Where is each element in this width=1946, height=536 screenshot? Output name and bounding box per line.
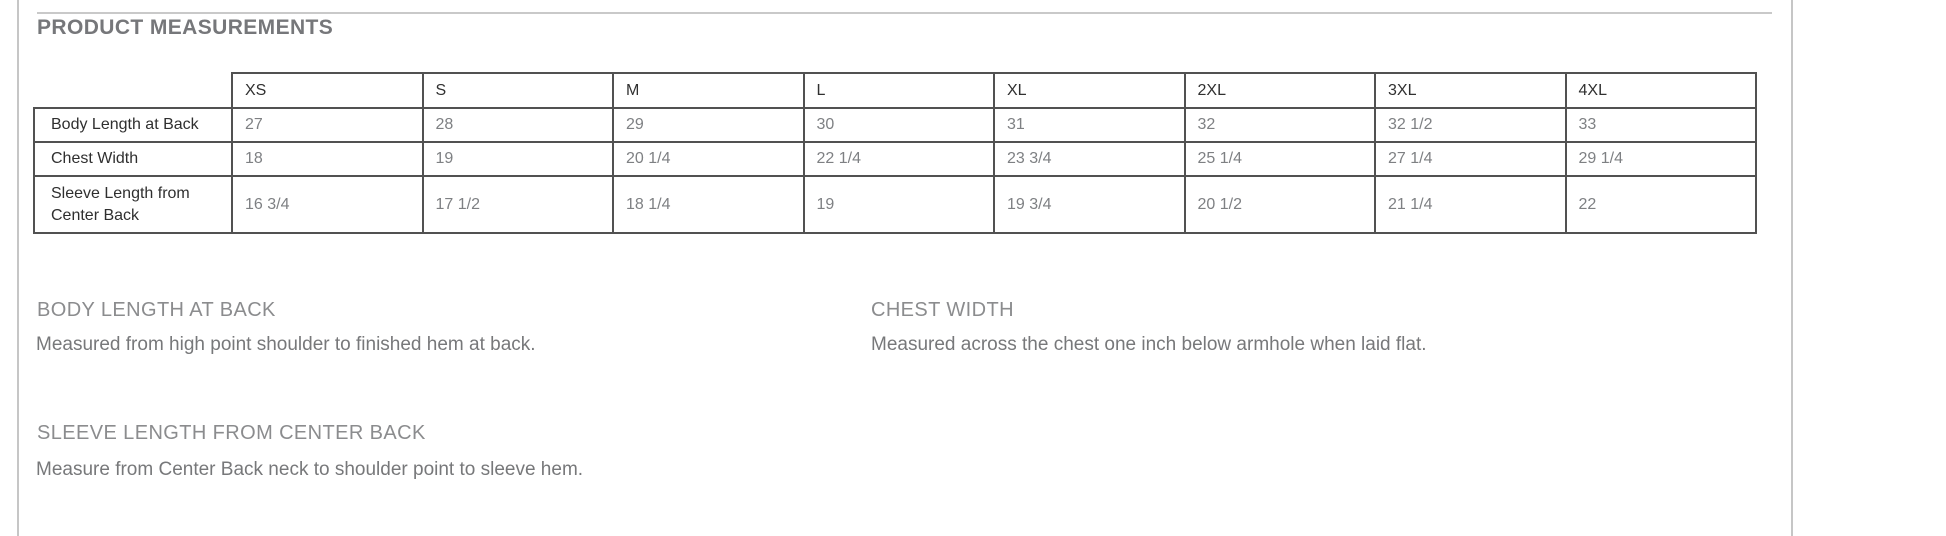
measurement-cell: 31	[993, 107, 1186, 143]
size-column-header-xs: XS	[231, 72, 424, 109]
table-row-sleeve-length: Sleeve Length from Center Back 16 3/4 17…	[33, 175, 1757, 234]
size-column-header-4xl: 4XL	[1564, 72, 1757, 109]
measurement-cell: 27 1/4	[1374, 141, 1567, 177]
measurement-cell: 27	[231, 107, 424, 143]
measurement-cell: 29 1/4	[1564, 141, 1757, 177]
section-heading-chest-width: CHEST WIDTH	[871, 299, 1014, 321]
size-column-header-xl: XL	[993, 72, 1186, 109]
size-column-header-3xl: 3XL	[1374, 72, 1567, 109]
size-column-header-s: S	[421, 72, 614, 109]
measurement-cell: 17 1/2	[421, 175, 614, 234]
size-header-row: XS S M L XL 2XL 3XL 4XL	[34, 72, 1757, 109]
measurement-cell: 22 1/4	[802, 141, 995, 177]
measurement-cell: 28	[421, 107, 614, 143]
measurement-cell: 19	[802, 175, 995, 234]
measurement-cell: 19 3/4	[993, 175, 1186, 234]
corner-cell	[34, 73, 232, 108]
section-heading-sleeve-length: SLEEVE LENGTH FROM CENTER BACK	[37, 422, 426, 444]
page-right-border-line	[1791, 0, 1793, 536]
size-column-header-2xl: 2XL	[1183, 72, 1376, 109]
measurement-cell: 29	[612, 107, 805, 143]
measurement-cell: 16 3/4	[231, 175, 424, 234]
measurement-cell: 18	[231, 141, 424, 177]
measurement-cell: 20 1/4	[612, 141, 805, 177]
section-description-chest-width: Measured across the chest one inch below…	[871, 334, 1427, 355]
measurement-cell: 23 3/4	[993, 141, 1186, 177]
table-row-chest-width: Chest Width 18 19 20 1/4 22 1/4 23 3/4 2…	[33, 141, 1757, 177]
product-measurements-table: XS S M L XL 2XL 3XL 4XL Body Length at B…	[33, 72, 1757, 234]
measurement-cell: 25 1/4	[1183, 141, 1376, 177]
measurement-cell: 21 1/4	[1374, 175, 1567, 234]
measurement-cell: 18 1/4	[612, 175, 805, 234]
section-heading-body-length: BODY LENGTH AT BACK	[37, 299, 276, 321]
measurement-cell: 19	[421, 141, 614, 177]
section-description-sleeve-length: Measure from Center Back neck to shoulde…	[36, 459, 584, 480]
measurement-cell: 32 1/2	[1374, 107, 1567, 143]
measurement-cell: 22	[1564, 175, 1757, 234]
measurement-cell: 33	[1564, 107, 1757, 143]
size-column-header-l: L	[802, 72, 995, 109]
measurement-cell: 32	[1183, 107, 1376, 143]
measurement-cell: 30	[802, 107, 995, 143]
section-description-body-length: Measured from high point shoulder to fin…	[36, 334, 536, 355]
row-label-body-length: Body Length at Back	[33, 107, 233, 143]
section-top-divider	[37, 12, 1772, 14]
row-label-chest-width: Chest Width	[33, 141, 233, 177]
table-row-body-length: Body Length at Back 27 28 29 30 31 32 32…	[33, 107, 1757, 143]
measurement-cell: 20 1/2	[1183, 175, 1376, 234]
row-label-sleeve-length: Sleeve Length from Center Back	[33, 175, 233, 234]
size-column-header-m: M	[612, 72, 805, 109]
page-title: PRODUCT MEASUREMENTS	[37, 16, 334, 39]
page-left-border-line	[17, 0, 19, 536]
